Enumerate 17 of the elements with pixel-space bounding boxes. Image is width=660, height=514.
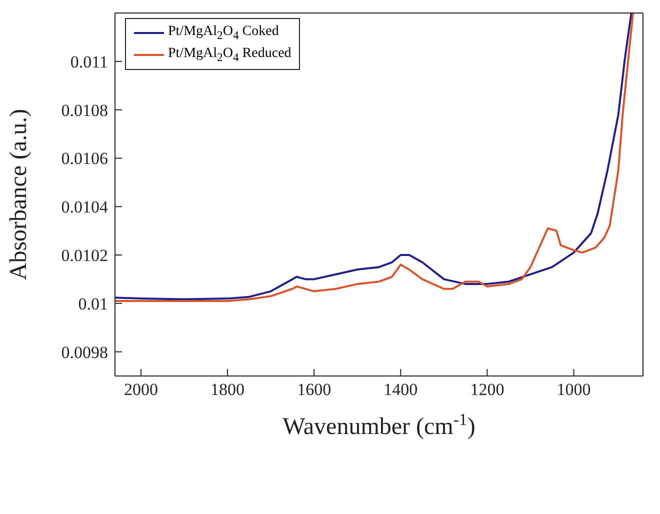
x-tick-label: 1800 xyxy=(210,380,245,400)
x-tick-label: 1000 xyxy=(556,380,591,400)
x-tick-label: 1400 xyxy=(384,380,418,400)
x-axis-title: Wavenumber (cm$^{-1}$) xyxy=(282,410,476,440)
x-tick-label: 2000 xyxy=(124,380,158,400)
y-tick-label: 0.0098 xyxy=(61,342,108,362)
y-axis-title: Absorbance (a.u.) xyxy=(6,108,32,280)
y-tick-label: 0.0108 xyxy=(61,100,108,120)
legend-label: Pt/MgAl$_{2}$O$_{4}$ Coked xyxy=(168,24,279,42)
x-tick-label: 1600 xyxy=(297,380,332,400)
x-tick-label: 1200 xyxy=(470,380,504,400)
y-tick-label: 0.0104 xyxy=(61,198,108,217)
y-tick-label: 0.011 xyxy=(70,52,108,72)
y-tick-label: 0.0106 xyxy=(61,149,108,168)
y-tick-label: 0.01 xyxy=(78,294,108,314)
legend-label: Pt/MgAl$_{2}$O$_{4}$ Reduced xyxy=(168,46,292,64)
y-tick-label: 0.0102 xyxy=(61,246,108,266)
